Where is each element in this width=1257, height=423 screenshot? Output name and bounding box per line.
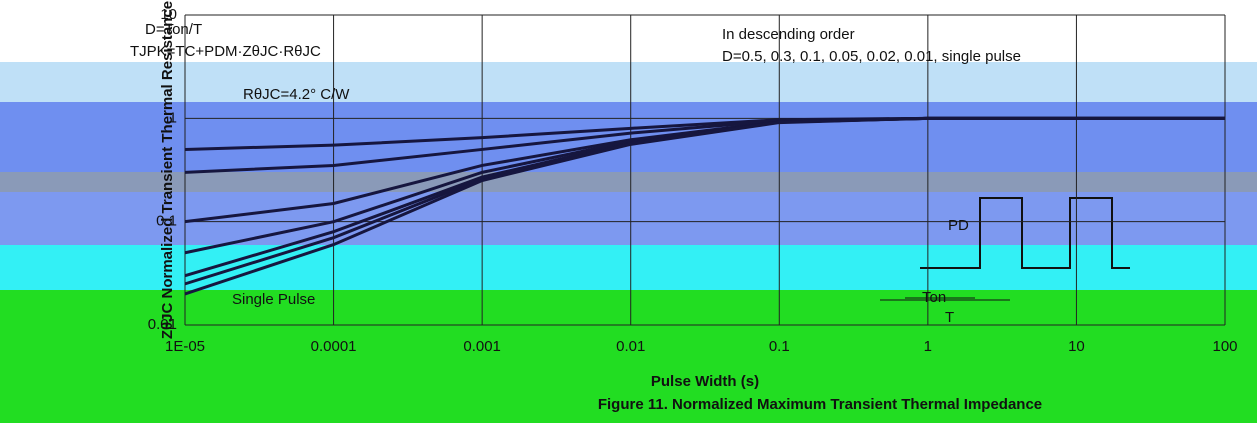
y-axis-label: ZθJC Normalized Transient Thermal Resist… [159, 1, 176, 339]
annotation: TJPK=TC+PDM·ZθJC·RθJC [130, 43, 321, 60]
x-tick-label: 100 [1212, 338, 1237, 355]
y-tick-label: 0.1 [156, 213, 177, 230]
series-line [184, 116, 1225, 296]
band [0, 290, 1257, 423]
annotation: D=Ton/T [145, 21, 202, 38]
annotation: PD [948, 217, 969, 234]
x-tick-label: 1 [924, 338, 932, 355]
band [0, 62, 1257, 102]
x-axis-label: Pulse Width (s) [651, 373, 759, 390]
annotation: T [945, 309, 954, 326]
band [0, 172, 1257, 192]
x-tick-label: 0.0001 [311, 338, 357, 355]
band [0, 102, 1257, 172]
x-tick-label: 0.01 [616, 338, 645, 355]
x-tick-label: 10 [1068, 338, 1085, 355]
x-tick-label: 0.1 [769, 338, 790, 355]
pulse-wave [920, 197, 1130, 269]
x-tick-label: 0.001 [463, 338, 501, 355]
band [0, 192, 1257, 245]
annotation: Ton [922, 289, 946, 306]
y-tick-label: 1 [169, 109, 177, 126]
annotation: RθJC=4.2° C/W [243, 86, 350, 103]
x-tick-label: 1E-05 [165, 338, 205, 355]
y-tick-label: 10 [160, 6, 177, 23]
y-tick-label: 0.01 [148, 316, 177, 333]
caption: Figure 11. Normalized Maximum Transient … [598, 396, 1042, 413]
annotation: D=0.5, 0.3, 0.1, 0.05, 0.02, 0.01, singl… [722, 48, 1021, 65]
pulse-diagram [880, 197, 1130, 301]
annotation: Single Pulse [232, 291, 315, 308]
annotation: In descending order [722, 26, 855, 43]
